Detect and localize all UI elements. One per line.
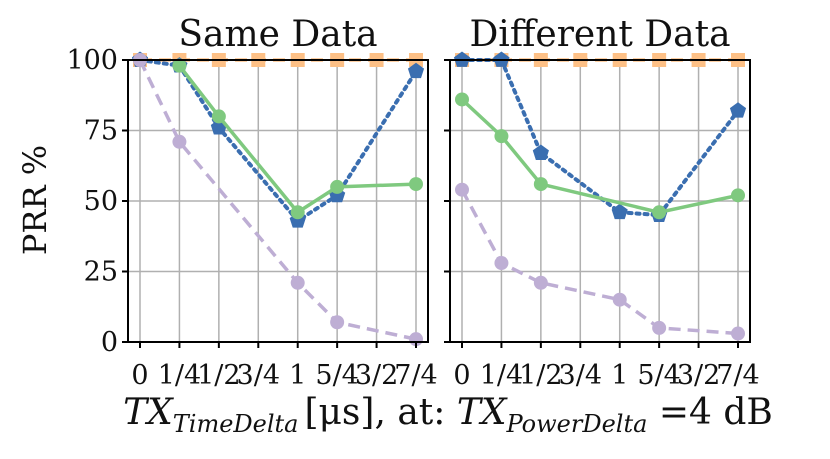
x-tick-label: 3/2 — [677, 360, 720, 391]
x-tick-label: 1/4 — [480, 360, 523, 391]
series-4-point — [172, 134, 187, 149]
series-3-point — [172, 58, 187, 73]
series-4-point — [494, 256, 509, 271]
x-label-var2: TX — [457, 392, 508, 433]
series-3-point — [652, 205, 667, 220]
x-tick-label: 5/4 — [315, 360, 358, 391]
x-tick-label: 5/4 — [637, 360, 680, 391]
x-tick-label: 3/2 — [355, 360, 398, 391]
series-3-point — [290, 205, 305, 220]
series-4-point — [652, 320, 667, 335]
panel-title: Different Data — [469, 14, 730, 55]
series-2-point — [532, 144, 549, 160]
series-4-point — [455, 182, 469, 197]
series-4-point — [612, 292, 627, 307]
series-3-point — [455, 92, 469, 107]
x-tick-label: 1/4 — [158, 360, 201, 391]
y-axis-label: PRR % — [16, 145, 54, 255]
x-tick-label: 1 — [611, 360, 628, 391]
x-axis-label: TXTimeDelta [μs], at: TXPowerDelta =4 dB — [123, 392, 773, 438]
chart-panel-2: 0 1/41/23/4 1 5/43/27/4 Different Data — [444, 14, 760, 391]
x-tick-label: 0 — [131, 360, 148, 391]
x-tick-label: 1/2 — [519, 360, 562, 391]
x-label-mid: , at: — [374, 392, 456, 433]
y-tick-label: 0 — [101, 327, 118, 358]
series-4-point — [290, 275, 305, 290]
y-tick-label: 25 — [84, 257, 118, 288]
series-3-point — [409, 177, 423, 192]
y-tick-label: 50 — [84, 186, 118, 217]
series-4-point — [731, 326, 745, 341]
x-tick-label: 1 — [289, 360, 306, 391]
series-4-point — [330, 315, 345, 330]
chart-panel-1: 0 25 50 75 100 0 1/41/23/4 1 5/43/27/4 Same Data — [66, 14, 437, 391]
series-4-point — [533, 275, 548, 290]
x-tick-label: 7/4 — [394, 360, 437, 391]
series-3-point — [211, 109, 226, 124]
x-tick-label: 1/2 — [197, 360, 240, 391]
x-tick-label: 3/4 — [559, 360, 602, 391]
panel-title: Same Data — [178, 14, 377, 55]
series-2-point — [729, 102, 747, 118]
x-label-var1: TX — [123, 392, 174, 433]
series-2-point — [407, 62, 425, 79]
y-tick-label: 75 — [84, 116, 118, 147]
x-tick-label: 3/4 — [237, 360, 280, 391]
x-label-unit: [μs] — [304, 392, 374, 433]
series-3-point — [731, 188, 745, 203]
x-tick-label: 7/4 — [716, 360, 759, 391]
series-line-3 — [460, 98, 739, 215]
series-line-4 — [138, 59, 417, 341]
y-tick-label: 100 — [66, 45, 118, 76]
series-line-4 — [460, 188, 739, 336]
x-label-sub1: TimeDelta — [173, 410, 299, 438]
series-3-point — [494, 129, 509, 144]
x-tick-label: 0 — [453, 360, 470, 391]
x-label-eq: =4 dB — [647, 392, 772, 433]
series-2-point — [611, 203, 628, 220]
series-3-point — [330, 179, 345, 194]
x-label-sub2: PowerDelta — [505, 410, 647, 438]
series-3-point — [533, 177, 548, 192]
